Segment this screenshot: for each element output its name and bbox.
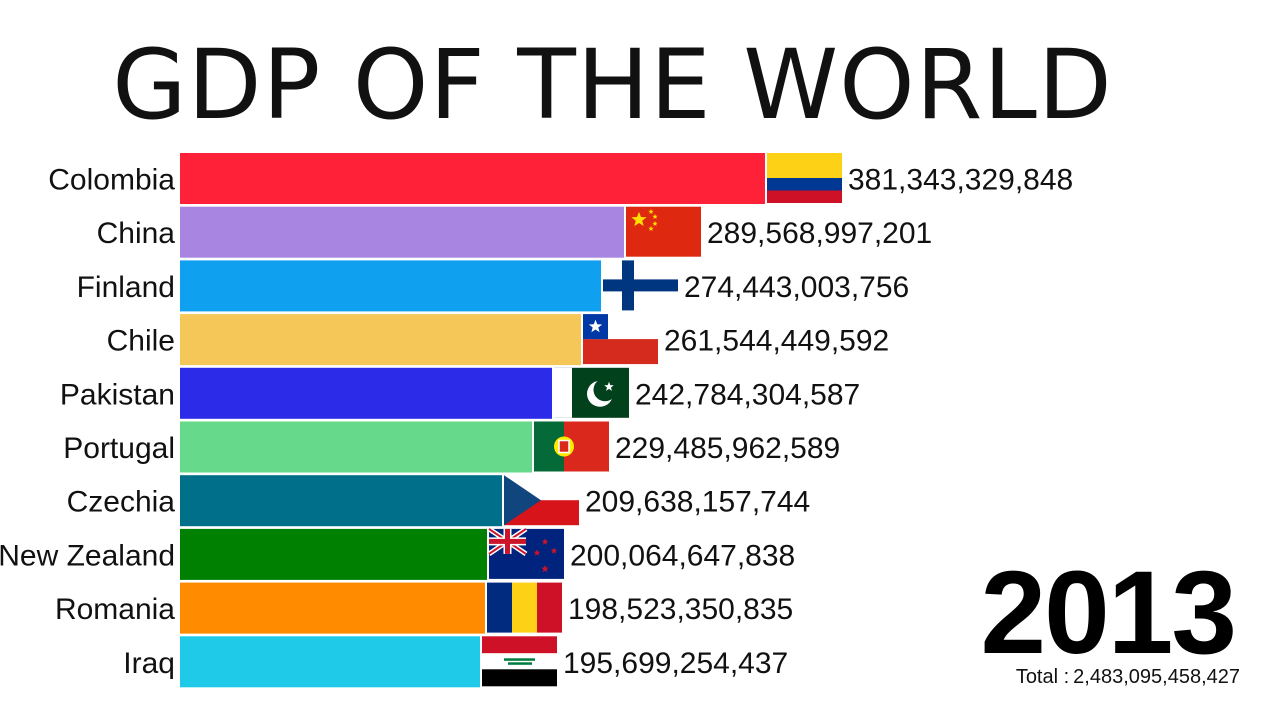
bar-colombia bbox=[180, 153, 765, 204]
bar-china bbox=[180, 206, 624, 258]
flag-romania-icon bbox=[487, 582, 562, 633]
bar-chile bbox=[180, 314, 581, 366]
value-label-pakistan: 242,784,304,587 bbox=[635, 378, 860, 411]
total-label: Total : bbox=[1015, 666, 1070, 688]
bar-finland bbox=[180, 260, 601, 312]
flag-czechia-icon bbox=[504, 475, 579, 526]
flag-iraq-icon bbox=[482, 636, 557, 687]
value-label-czechia: 209,638,157,744 bbox=[585, 486, 810, 519]
category-label-czechia: Czechia bbox=[67, 486, 176, 519]
total-readout: Total :2,483,095,458,427 bbox=[1016, 666, 1240, 689]
bar-pakistan bbox=[180, 367, 552, 419]
bar-czechia bbox=[180, 475, 502, 527]
category-label-portugal: Portugal bbox=[63, 432, 175, 465]
bar-iraq bbox=[180, 636, 480, 688]
value-label-chile: 261,544,449,592 bbox=[664, 325, 889, 358]
flag-colombia-icon bbox=[767, 153, 842, 203]
value-label-colombia: 381,343,329,848 bbox=[848, 164, 1073, 197]
flag-finland-icon bbox=[603, 260, 678, 311]
total-value: 2,483,095,458,427 bbox=[1073, 666, 1240, 688]
category-label-romania: Romania bbox=[55, 593, 175, 626]
flag-china-icon bbox=[626, 206, 701, 257]
year-label: 2013 bbox=[980, 547, 1237, 679]
category-label-iraq: Iraq bbox=[123, 647, 175, 680]
value-label-portugal: 229,485,962,589 bbox=[615, 432, 840, 465]
value-label-new-zealand: 200,064,647,838 bbox=[570, 539, 795, 572]
category-label-china: China bbox=[97, 217, 176, 250]
category-label-colombia: Colombia bbox=[48, 164, 175, 197]
bar-romania bbox=[180, 582, 485, 634]
flag-pakistan-icon bbox=[554, 367, 629, 418]
category-label-new-zealand: New Zealand bbox=[0, 539, 175, 572]
chart-title: GDP OF THE WORLD bbox=[112, 29, 1113, 141]
value-label-finland: 274,443,003,756 bbox=[684, 271, 909, 304]
category-label-pakistan: Pakistan bbox=[60, 378, 175, 411]
bar-portugal bbox=[180, 421, 532, 473]
category-label-finland: Finland bbox=[77, 271, 175, 304]
value-label-romania: 198,523,350,835 bbox=[568, 593, 793, 626]
flag-portugal-icon bbox=[534, 421, 609, 472]
flag-chile-icon bbox=[583, 314, 658, 365]
category-label-chile: Chile bbox=[107, 325, 175, 358]
flag-new-zealand-icon bbox=[487, 526, 564, 579]
bar-new-zealand bbox=[180, 528, 487, 580]
value-label-china: 289,568,997,201 bbox=[707, 217, 932, 250]
value-label-iraq: 195,699,254,437 bbox=[563, 647, 788, 680]
